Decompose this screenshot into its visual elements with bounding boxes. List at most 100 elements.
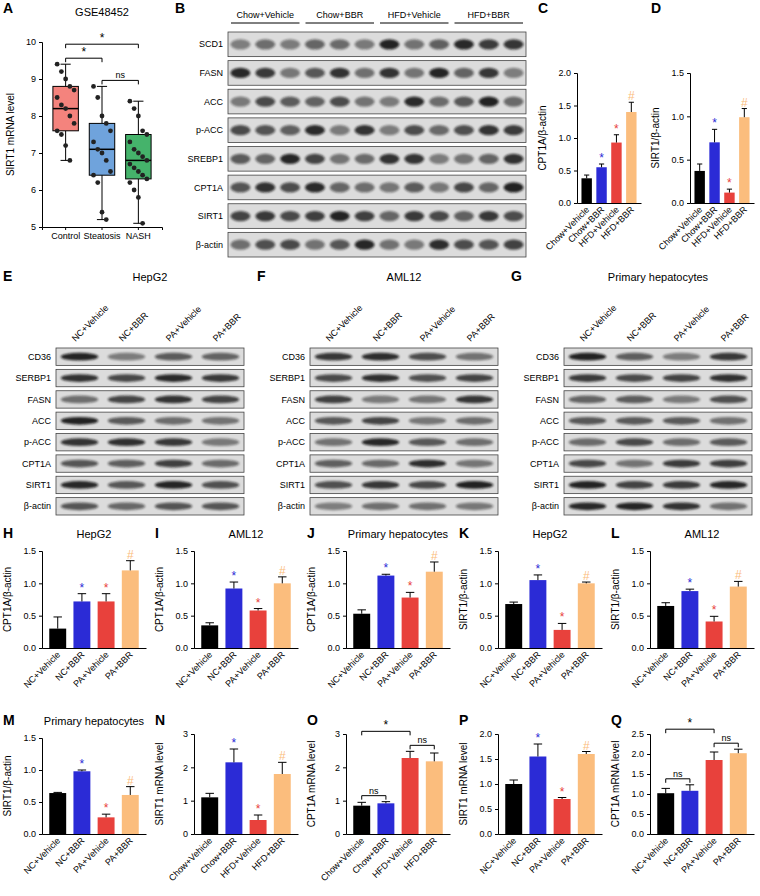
blot-band xyxy=(315,502,353,510)
blot-band xyxy=(404,211,424,221)
significance-label: # xyxy=(735,568,742,582)
blot-strip xyxy=(56,455,244,472)
tick-mark xyxy=(647,551,650,552)
significance-label: * xyxy=(256,596,261,610)
blot-band xyxy=(61,396,99,404)
protein-label: FASN xyxy=(281,395,305,405)
tick-label: 1.5 xyxy=(23,733,36,743)
blot-band xyxy=(330,96,350,106)
blot-band xyxy=(330,182,350,192)
tick: HFD+BBR xyxy=(402,834,439,872)
blot-band xyxy=(616,481,654,489)
tick: 1 xyxy=(183,796,194,806)
y-axis-title: CPT1A/β-actin xyxy=(2,567,13,632)
tick-mark xyxy=(343,834,346,835)
lane-group-label: Chow+BBR xyxy=(316,10,363,20)
blot-band xyxy=(61,502,99,510)
blot-strip xyxy=(310,434,498,451)
blot-band xyxy=(479,182,499,192)
tick: 8 xyxy=(31,111,42,121)
tick-mark xyxy=(647,814,650,815)
bar xyxy=(274,583,291,648)
y-axis-title: SIRT1/β-actin xyxy=(458,569,469,630)
panel: A5678910ControlSteatosisNASHSIRT1 mRNA l… xyxy=(3,0,163,241)
bar xyxy=(554,799,571,834)
tick-label: HFD+Vehicle xyxy=(370,836,414,880)
blot-band xyxy=(61,460,99,468)
lane-label: NC+Vehicle xyxy=(324,303,365,344)
tick-label: PA+Vehicle xyxy=(71,836,110,875)
blot-band xyxy=(280,39,300,49)
bar xyxy=(402,758,419,834)
tick-mark xyxy=(191,767,194,768)
tick-label: 0.5 xyxy=(327,611,340,621)
tick-mark xyxy=(574,73,577,74)
tick: PA+Vehicle xyxy=(679,834,718,875)
blot-band xyxy=(710,481,748,489)
point xyxy=(100,151,105,156)
error-bar xyxy=(509,780,517,784)
blot-band xyxy=(616,438,654,446)
blot-strip xyxy=(564,412,752,429)
blot-band xyxy=(404,154,424,164)
error-bar xyxy=(697,164,702,171)
tick-mark xyxy=(343,616,346,617)
blot-band xyxy=(456,481,494,489)
panel-label: C xyxy=(538,0,548,16)
axis-line xyxy=(647,552,651,649)
bar xyxy=(706,621,723,648)
bar xyxy=(274,774,291,834)
protein-label: SERBP1 xyxy=(15,373,51,383)
blot-band xyxy=(362,481,400,489)
tick-mark xyxy=(39,770,42,771)
error-bar xyxy=(584,175,589,178)
tick-mark xyxy=(65,227,66,230)
bar xyxy=(426,761,443,834)
tick-label: HFD+BBR xyxy=(712,204,749,241)
tick: 2.0 xyxy=(558,68,577,78)
point xyxy=(95,95,100,100)
tick-label: NASH xyxy=(126,231,151,241)
blot-band xyxy=(409,460,447,468)
point xyxy=(127,180,132,185)
blot-strip xyxy=(564,434,752,451)
tick-mark xyxy=(39,738,42,739)
tick-label: 1.5 xyxy=(631,769,644,779)
blot-band xyxy=(456,396,494,404)
tick-mark xyxy=(495,834,498,835)
axis-line xyxy=(43,648,147,649)
tick-mark xyxy=(39,802,42,803)
tick-label: HFD+BBR xyxy=(402,835,439,872)
tick: 0.0 xyxy=(23,643,42,653)
blot-band xyxy=(710,396,748,404)
tick-label: 0.0 xyxy=(23,643,36,653)
whisker xyxy=(65,64,66,86)
bar xyxy=(578,754,595,834)
lane-group-label: Chow+Vehicle xyxy=(237,10,294,20)
blot-band xyxy=(379,68,399,78)
bar xyxy=(706,760,723,834)
blot-strip xyxy=(56,498,244,515)
tick-label: PA+BBR xyxy=(407,649,439,681)
y-axis-title: CPT1A/β-actin xyxy=(154,567,165,632)
tick-mark xyxy=(39,153,42,154)
point xyxy=(132,147,137,152)
significance-label: * xyxy=(232,569,237,583)
whisker xyxy=(138,179,139,223)
axis-line xyxy=(574,74,578,204)
protein-label: SIRT1 xyxy=(280,480,305,490)
y-axis-title: SIRT1/β-actin xyxy=(2,755,13,816)
tick-mark xyxy=(495,809,498,810)
tick-label: PA+Vehicle xyxy=(527,836,566,875)
significance-label: # xyxy=(127,774,134,788)
tick-label: NC+Vehicle xyxy=(478,650,519,691)
tick: 0.0 xyxy=(631,643,650,653)
tick-label: 1.0 xyxy=(479,779,492,789)
tick: PA+Vehicle xyxy=(679,648,718,689)
tick-mark xyxy=(39,648,42,649)
panel-label: G xyxy=(511,268,522,284)
error-bar xyxy=(102,594,110,602)
significance-label: * xyxy=(712,603,717,617)
tick: NC+Vehicle xyxy=(630,834,671,876)
protein-label: FASN xyxy=(535,395,559,405)
